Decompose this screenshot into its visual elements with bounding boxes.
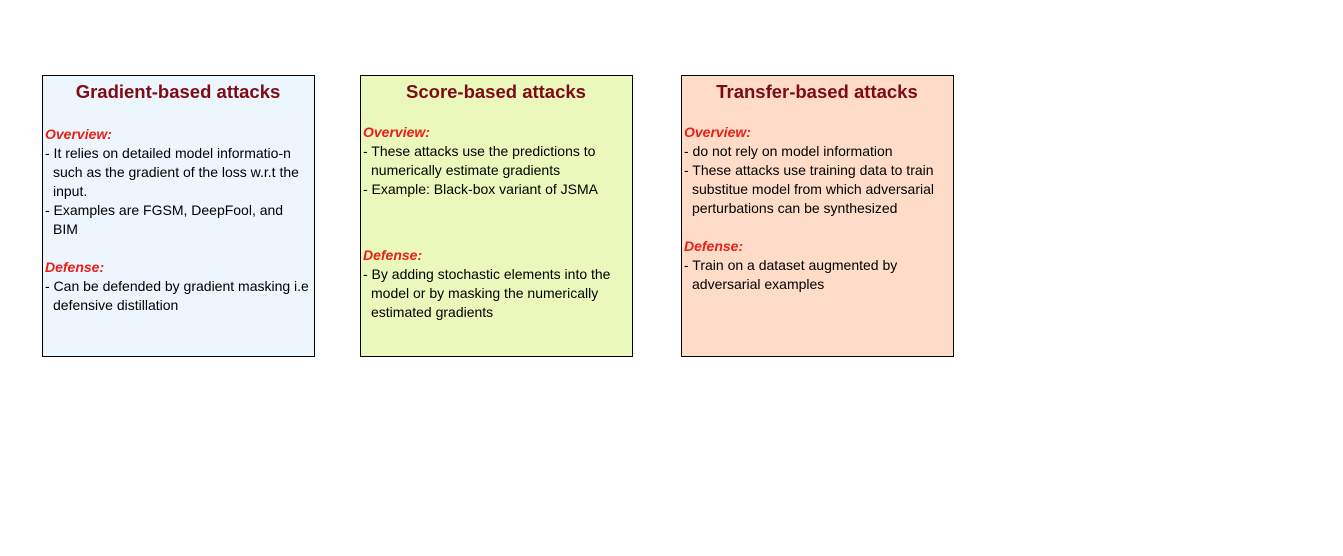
defense-list: - Can be defended by gradient masking i.… bbox=[45, 277, 311, 315]
defense-list: - Train on a dataset augmented by advers… bbox=[684, 256, 950, 294]
defense-section: Defense: - By adding stochastic elements… bbox=[363, 246, 629, 322]
overview-heading: Overview: bbox=[363, 124, 430, 140]
defense-heading: Defense: bbox=[45, 259, 105, 275]
list-item: - Train on a dataset augmented by advers… bbox=[684, 257, 898, 292]
overview-list: - It relies on detailed model informatio… bbox=[45, 144, 311, 239]
card-score-based-attacks: Score-based attacks Overview: - These at… bbox=[360, 75, 633, 357]
overview-list: - These attacks use the predictions to n… bbox=[363, 142, 629, 199]
list-item: - do not rely on model information bbox=[684, 143, 893, 159]
list-item: - These attacks use training data to tra… bbox=[684, 162, 934, 216]
list-item: - It relies on detailed model informatio… bbox=[45, 145, 299, 199]
list-item: - Examples are FGSM, DeepFool, and BIM bbox=[45, 202, 284, 237]
card-title: Score-based attacks bbox=[406, 81, 586, 102]
defense-heading: Defense: bbox=[684, 238, 744, 254]
overview-section: Overview: - It relies on detailed model … bbox=[45, 125, 311, 239]
overview-section: Overview: - do not rely on model informa… bbox=[684, 123, 950, 218]
defense-heading: Defense: bbox=[363, 247, 423, 263]
list-item: - By adding stochastic elements into the… bbox=[363, 266, 611, 320]
card-gradient-based-attacks: Gradient-based attacks Overview: - It re… bbox=[42, 75, 315, 357]
card-title: Gradient-based attacks bbox=[75, 81, 281, 102]
list-item: - Example: Black-box variant of JSMA bbox=[363, 181, 598, 197]
defense-section: Defense: - Can be defended by gradient m… bbox=[45, 258, 311, 315]
list-item: - These attacks use the predictions to n… bbox=[363, 143, 596, 178]
card-transfer-based-attacks: Transfer-based attacks Overview: - do no… bbox=[681, 75, 954, 357]
overview-section: Overview: - These attacks use the predic… bbox=[363, 123, 629, 199]
overview-heading: Overview: bbox=[684, 124, 751, 140]
defense-list: - By adding stochastic elements into the… bbox=[363, 265, 629, 322]
defense-section: Defense: - Train on a dataset augmented … bbox=[684, 237, 950, 294]
card-title: Transfer-based attacks bbox=[716, 81, 918, 102]
list-item: - Can be defended by gradient masking i.… bbox=[45, 278, 309, 313]
overview-heading: Overview: bbox=[45, 126, 112, 142]
overview-list: - do not rely on model information - The… bbox=[684, 142, 950, 218]
